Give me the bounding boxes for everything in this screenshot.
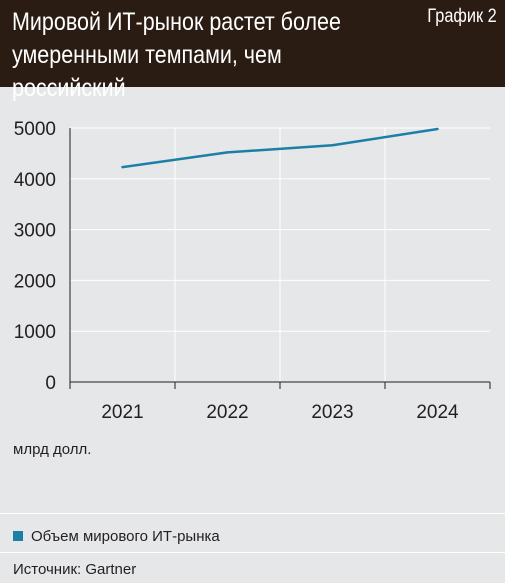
y-tick-label: 5000 (14, 119, 56, 140)
legend-swatch (13, 531, 23, 541)
y-tick-label: 4000 (14, 170, 56, 191)
chart-number-label: График 2 (427, 6, 497, 27)
y-axis-unit-label: млрд долл. (13, 441, 92, 458)
chart-header: Мировой ИТ-рынок растет более умеренными… (0, 0, 505, 102)
y-tick-label: 2000 (14, 271, 56, 292)
x-tick-label: 2023 (311, 402, 353, 423)
legend: Объем мирового ИТ-рынка (13, 527, 220, 545)
x-tick-label: 2022 (206, 402, 248, 423)
divider (0, 513, 505, 514)
x-tick-label: 2024 (416, 402, 459, 423)
line-chart: 0 1000 2000 3000 4000 5000 2021 2022 2023 2024 (14, 119, 491, 423)
y-tick-label: 0 (45, 373, 56, 394)
chart-title: Мировой ИТ-рынок растет более умеренными… (12, 8, 341, 102)
y-tick-label: 1000 (14, 322, 56, 343)
divider (0, 552, 505, 553)
y-tick-label: 3000 (14, 221, 56, 242)
source-note: Источник: Gartner (13, 561, 137, 578)
legend-item-label: Объем мирового ИТ-рынка (31, 527, 220, 545)
x-tick-label: 2021 (101, 402, 143, 423)
series-line (121, 127, 439, 169)
